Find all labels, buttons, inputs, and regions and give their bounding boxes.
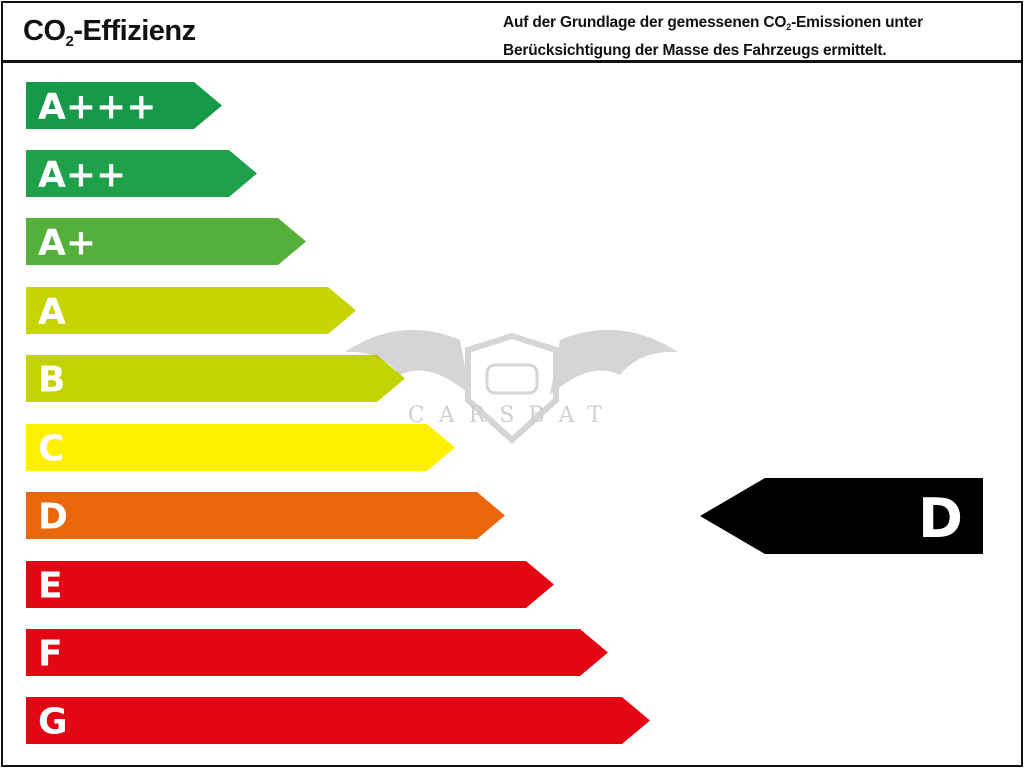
class-label: A+++: [38, 87, 156, 128]
watermark-logo: CARSBAT: [345, 329, 678, 445]
bat-wing-left-icon: [345, 329, 470, 395]
title-subscript: 2: [65, 33, 74, 50]
class-bar-G: [26, 697, 650, 744]
car-icon: [485, 363, 539, 395]
class-label: A: [38, 292, 66, 333]
class-bar-D: [26, 492, 505, 539]
title-suffix: -Effizienz: [73, 15, 196, 47]
note-subscript: 2: [786, 22, 792, 32]
header: CO2-Effizienz Auf der Grundlage der geme…: [3, 3, 1021, 63]
watermark-text: CARSBAT: [408, 403, 616, 428]
page-title: CO2-Effizienz: [23, 15, 196, 50]
class-bar-F: [26, 629, 608, 676]
class-label: C: [38, 429, 64, 470]
class-bar-C: [26, 424, 455, 471]
class-label: F: [38, 634, 63, 675]
rating-arrow: [700, 478, 983, 554]
title-prefix: CO: [23, 15, 66, 47]
note-prefix: Auf der Grundlage der gemessenen CO: [503, 14, 787, 31]
class-bar-E: [26, 561, 554, 608]
note-line-2: Berücksichtigung der Masse des Fahrzeugs…: [503, 42, 887, 59]
note-line-1: Auf der Grundlage der gemessenen CO2-Emi…: [503, 11, 923, 39]
class-bar-A+: [26, 218, 306, 265]
class-label: B: [38, 360, 65, 401]
shield-icon: [465, 332, 559, 445]
note-suffix: -Emissionen unter: [791, 14, 923, 31]
bat-wing-right-icon: [550, 329, 678, 395]
class-label: A+: [38, 223, 96, 264]
class-bar-A++: [26, 150, 257, 197]
header-note: Auf der Grundlage der gemessenen CO2-Emi…: [503, 11, 923, 62]
class-label: G: [38, 702, 68, 743]
class-label: D: [38, 497, 68, 538]
class-bar-A: [26, 287, 356, 334]
class-bar-B: [26, 355, 405, 402]
class-label: E: [38, 566, 63, 607]
rating-label: D: [918, 487, 963, 550]
class-label: A++: [38, 155, 126, 196]
class-bar-A+++: [26, 82, 222, 129]
